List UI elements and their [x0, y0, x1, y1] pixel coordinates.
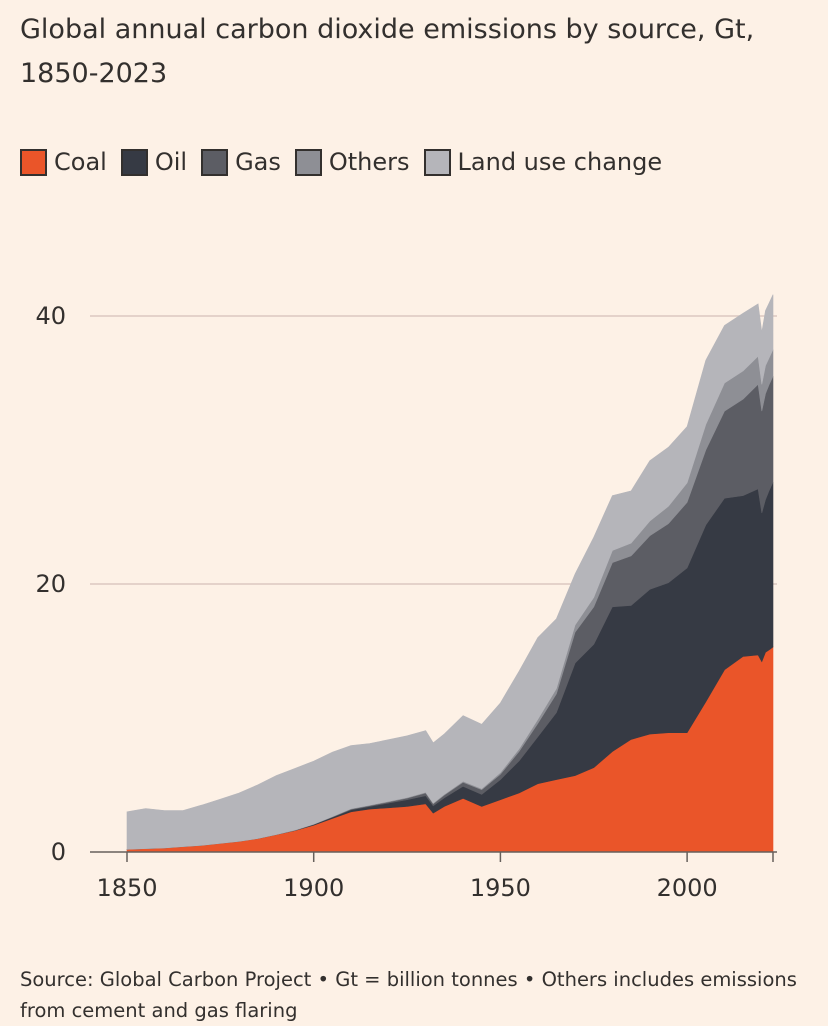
area-series-land-use-change	[126, 294, 774, 850]
legend-item-gas: Gas	[201, 148, 281, 176]
y-tick-label-0: 0	[51, 838, 66, 866]
legend-item-oil: Oil	[120, 148, 188, 176]
x-tick-label-1900: 1900	[283, 874, 344, 902]
stacked-areas	[126, 294, 774, 853]
legend-item-others: Others	[294, 148, 410, 176]
legend-swatch-land-use-change	[423, 148, 451, 176]
legend-item-land-use-change: Land use change	[423, 148, 663, 176]
legend-swatch-gas	[201, 148, 229, 176]
legend-label-coal: Coal	[54, 148, 107, 176]
legend-label-oil: Oil	[154, 148, 188, 176]
x-tick-label-1950: 1950	[470, 874, 531, 902]
legend-label-land-use-change: Land use change	[457, 148, 663, 176]
legend-item-coal: Coal	[20, 148, 107, 176]
legend: Coal Oil Gas Others Land use change	[20, 142, 676, 182]
axes: 0 20 40 1850 1900 1950 2000	[35, 302, 777, 902]
legend-label-others: Others	[328, 148, 410, 176]
legend-swatch-oil	[120, 148, 148, 176]
legend-swatch-coal	[20, 148, 47, 176]
legend-label-gas: Gas	[235, 148, 281, 176]
x-tick-label-2000: 2000	[657, 874, 718, 902]
source-note: Source: Global Carbon Project • Gt = bil…	[20, 968, 797, 1022]
legend-swatch-others	[294, 148, 322, 176]
chart-title: Global annual carbon dioxide emissions b…	[20, 14, 755, 89]
x-tick-label-1850: 1850	[96, 874, 157, 902]
y-tick-label-40: 40	[35, 302, 66, 330]
y-tick-label-20: 20	[35, 570, 66, 598]
emissions-area-chart: 0 20 40 1850 1900 1950 2000	[35, 294, 777, 902]
